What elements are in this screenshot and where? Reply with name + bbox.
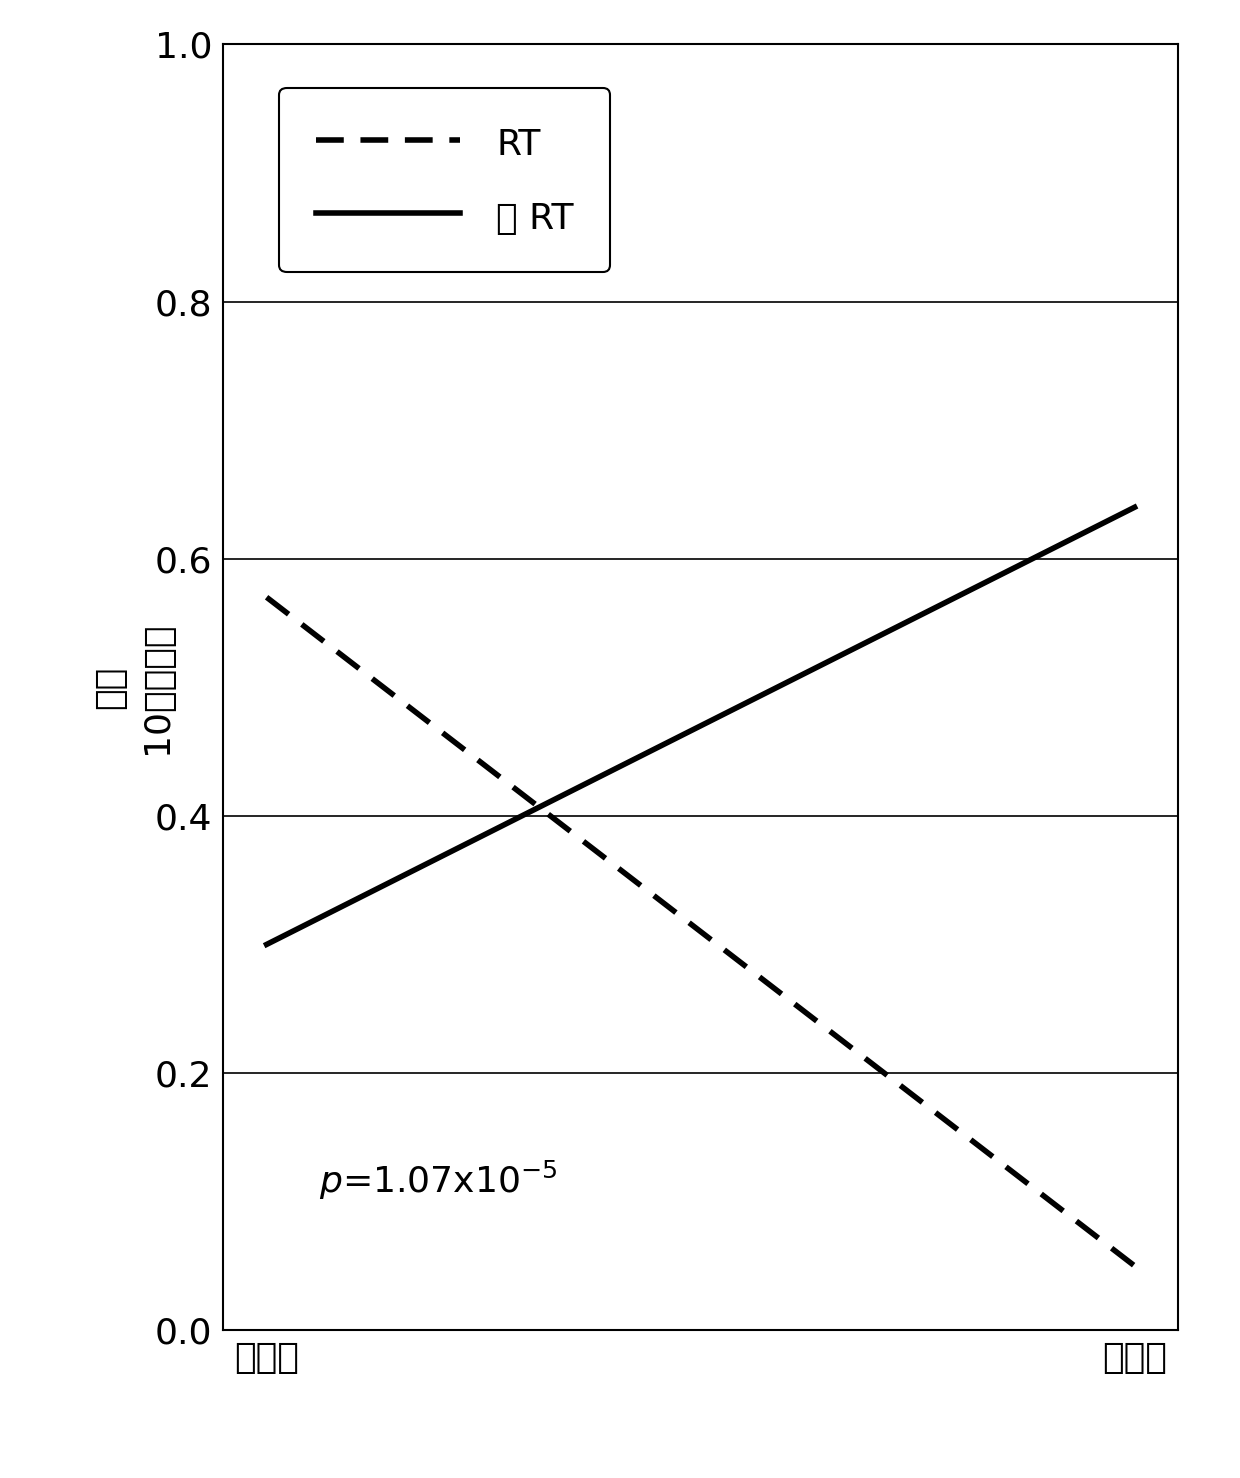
Text: $\mathit{p}$=1.07x10$^{-5}$: $\mathit{p}$=1.07x10$^{-5}$ xyxy=(319,1159,557,1202)
Y-axis label: 训练
10年转移率: 训练 10年转移率 xyxy=(93,621,175,754)
Legend: RT, 无 RT: RT, 无 RT xyxy=(279,89,610,272)
